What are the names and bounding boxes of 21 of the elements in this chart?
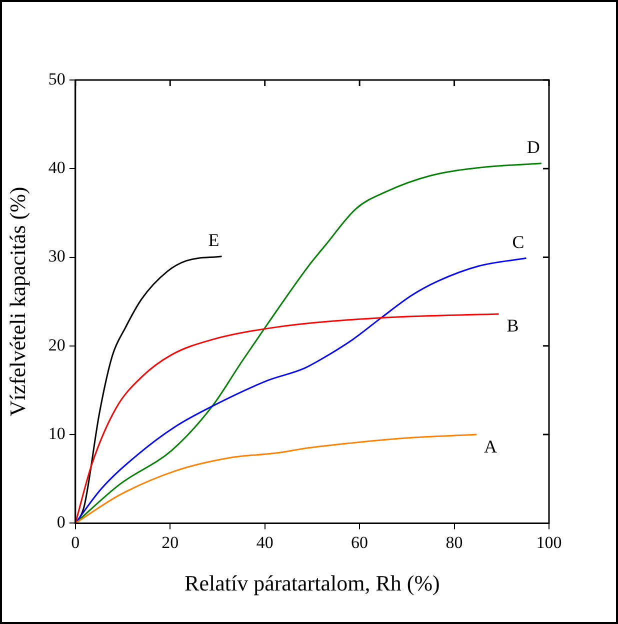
y-tick-label: 10 [48, 424, 66, 444]
y-tick-label: 50 [48, 69, 66, 88]
x-tick-label: 40 [256, 532, 274, 552]
y-tick-label: 0 [56, 512, 66, 532]
series-label: A [484, 436, 498, 456]
series-label: D [526, 137, 540, 158]
x-tick-label: 100 [536, 532, 562, 552]
series-label: C [512, 232, 524, 252]
y-tick-label: 30 [48, 246, 66, 266]
y-tick-label: 40 [48, 158, 66, 178]
series-label: B [506, 316, 519, 336]
x-tick-label: 80 [446, 532, 463, 552]
y-tick-label: 20 [48, 335, 66, 354]
line-series [75, 313, 500, 524]
line-series [75, 434, 478, 524]
x-tick-label: 60 [351, 532, 368, 552]
y-axis-title: Vízfelvételi kapacitás (%) [4, 186, 30, 416]
series-label: E [208, 230, 220, 250]
x-tick-label: 20 [162, 532, 179, 552]
x-axis-title: Relatív páratartalom, Rh (%) [184, 570, 440, 596]
x-tick-label: 0 [71, 532, 80, 552]
